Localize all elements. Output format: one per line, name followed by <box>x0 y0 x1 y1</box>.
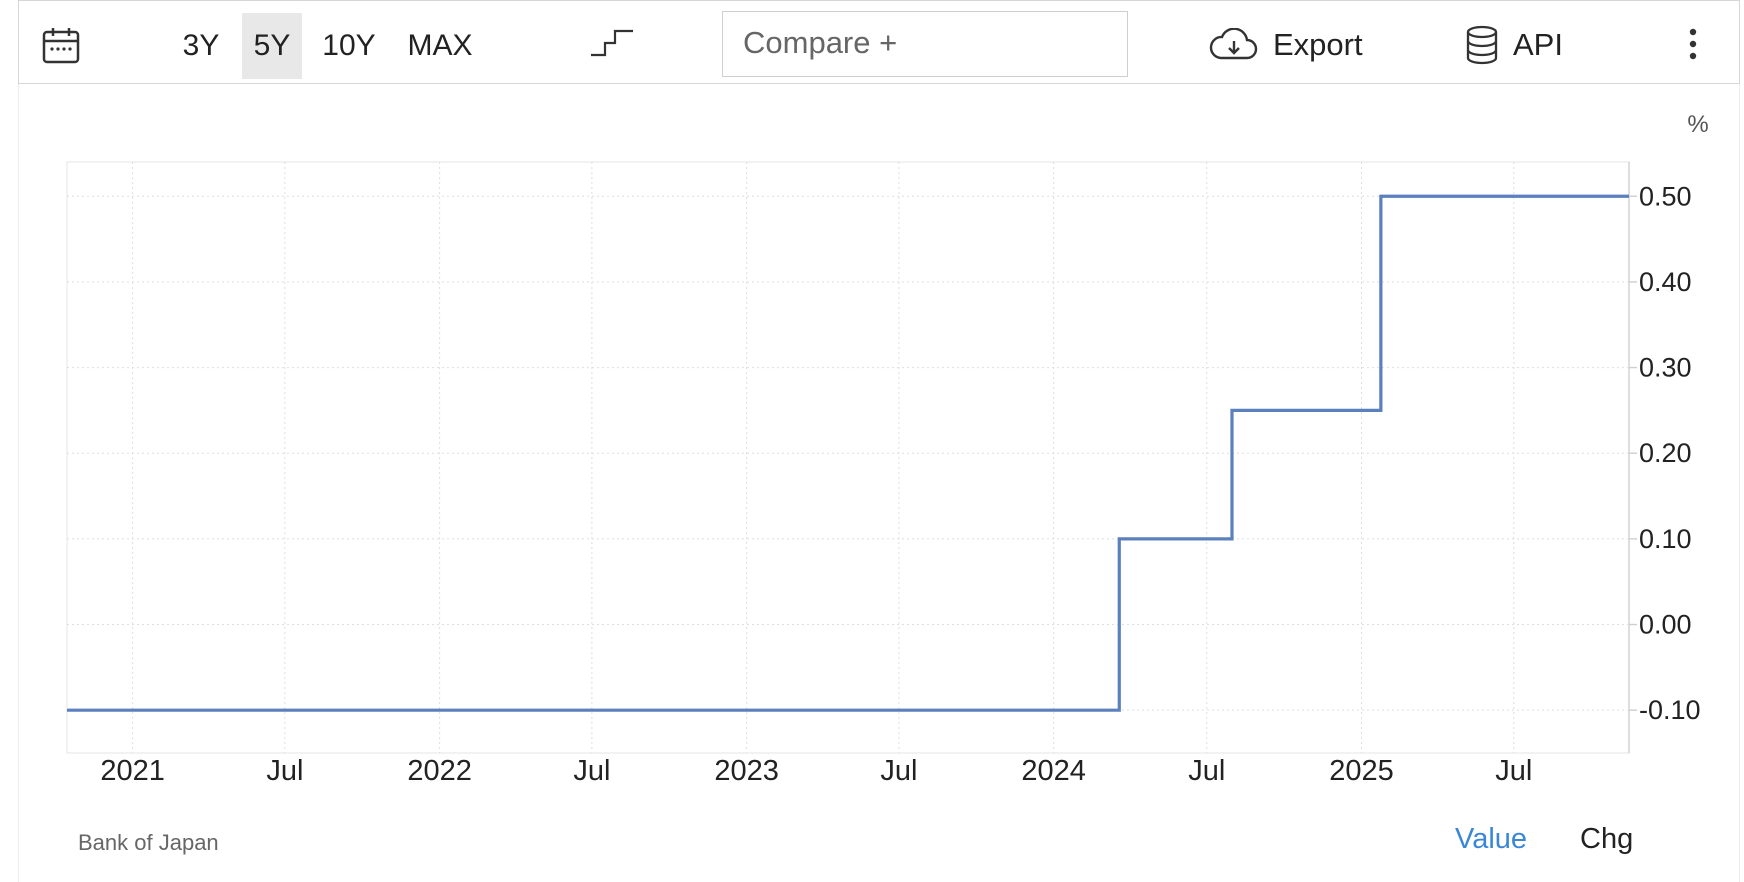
chart-panel <box>18 84 1740 882</box>
api-label: API <box>1513 27 1563 62</box>
data-source-label: Bank of Japan <box>78 830 219 855</box>
x-tick-label: 2022 <box>407 755 472 787</box>
y-tick-label: 0.10 <box>1639 524 1692 554</box>
calendar-icon[interactable] <box>41 25 81 65</box>
y-tick-label: 0.20 <box>1639 438 1692 468</box>
x-tick-label: 2023 <box>714 755 779 787</box>
compare-input[interactable]: Compare + <box>722 11 1128 77</box>
y-tick-label: 0.40 <box>1639 267 1692 297</box>
api-button[interactable]: API <box>1465 15 1563 75</box>
x-tick-label: 2021 <box>100 755 165 787</box>
export-button[interactable]: Export <box>1209 15 1363 75</box>
y-tick-label: -0.10 <box>1639 695 1701 725</box>
x-tick-label: Jul <box>880 755 917 787</box>
x-tick-label: Jul <box>1495 755 1532 787</box>
x-axis-ticks: 2021 Jul 2022 Jul 2023 Jul 2024 Jul 2025 Jul <box>100 755 1532 787</box>
range-5y-button[interactable]: 5Y <box>242 13 302 79</box>
database-icon <box>1466 25 1498 65</box>
y-axis-ticks: 0.50 0.40 0.30 0.20 0.10 0.00 -0.10 <box>1639 181 1701 725</box>
x-tick-label: 2024 <box>1021 755 1086 787</box>
y-tick-label: 0.50 <box>1639 181 1692 211</box>
x-tick-label: Jul <box>1188 755 1225 787</box>
chart-series <box>67 194 1629 712</box>
series-line <box>67 194 1629 712</box>
more-vertical-icon[interactable] <box>1683 27 1703 61</box>
range-10y-button[interactable]: 10Y <box>322 29 376 62</box>
y-axis-unit-label: % <box>1687 111 1708 138</box>
chart-toolbar: 3Y 5Y 10Y MAX Compare + Export API <box>18 0 1740 84</box>
interest-rate-chart: % 0.500.400.300.200.100.00-0.10 2021 Jul 2… <box>66 111 1709 787</box>
x-tick-label: Jul <box>573 755 610 787</box>
step-line-icon[interactable] <box>589 27 635 59</box>
x-tick-label: Jul <box>266 755 303 787</box>
chart-grid <box>66 161 1637 754</box>
plot-area-frame <box>66 161 1630 754</box>
x-tick-label: 2025 <box>1329 755 1394 787</box>
range-max-button[interactable]: MAX <box>407 29 473 62</box>
range-3y-button[interactable]: 3Y <box>182 29 220 62</box>
value-view-toggle[interactable]: Value <box>1455 823 1528 855</box>
export-label: Export <box>1273 27 1363 62</box>
y-tick-label: 0.30 <box>1639 353 1692 383</box>
cloud-download-icon <box>1209 28 1258 60</box>
change-view-toggle[interactable]: Chg <box>1580 823 1634 855</box>
y-tick-label: 0.00 <box>1639 610 1692 640</box>
